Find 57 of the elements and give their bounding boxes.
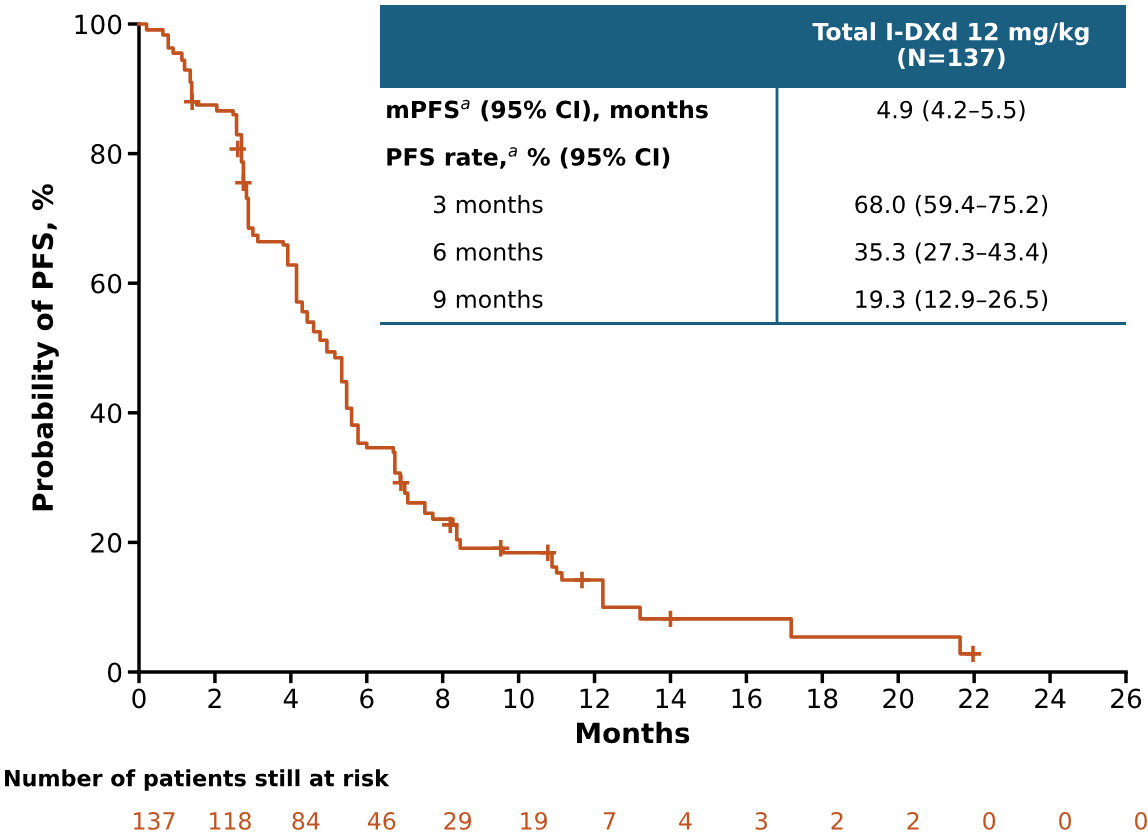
category-label: 9 months xyxy=(433,289,543,309)
x-tick-label: 8 xyxy=(436,688,450,709)
data-label: 3 xyxy=(755,811,767,830)
x-tick-label: 16 xyxy=(732,688,762,709)
point xyxy=(227,139,248,160)
text: 68.0 (59.4–75.2) xyxy=(855,195,1048,217)
point xyxy=(571,569,593,591)
category-label: mPFS$^{a}$ (95% CI), months xyxy=(387,99,708,122)
data-label: 46 xyxy=(367,811,396,830)
x-tick-label: 24 xyxy=(1035,688,1066,709)
x-tick-label: 14 xyxy=(656,688,686,709)
data-label: 118 xyxy=(209,811,251,830)
point xyxy=(537,542,558,563)
x-tick-label: 10 xyxy=(504,688,534,709)
text: 4.9 (4.2–5.5) xyxy=(877,100,1025,122)
data-label: 0 xyxy=(1059,811,1072,830)
category-label: PFS rate,$^{a}$ % (95% CI) xyxy=(387,147,670,169)
data-label: 2 xyxy=(907,811,919,830)
x-tick-label: 26 xyxy=(1111,688,1142,709)
x-tick-label: 18 xyxy=(808,688,838,709)
point xyxy=(182,91,203,112)
data-label: 0 xyxy=(1135,811,1147,830)
point xyxy=(660,608,681,629)
y-tick-label: 40 xyxy=(90,403,122,424)
category-label: 3 months xyxy=(434,195,543,214)
text: Number of patients still at risk xyxy=(5,769,390,791)
data-label: 7 xyxy=(603,812,616,830)
data-label: 29 xyxy=(444,811,472,830)
point xyxy=(390,472,411,493)
x-tick-label: 2 xyxy=(208,688,221,709)
x-tick-label: 20 xyxy=(883,688,914,709)
y-tick-label: 100 xyxy=(75,14,122,35)
y-tick-label: 20 xyxy=(91,532,122,553)
x-tick-label: 22 xyxy=(959,688,989,709)
x-tick-label: 6 xyxy=(360,688,374,709)
data-label: 19 xyxy=(521,811,547,830)
text: 19.3 (12.9–26.5) xyxy=(856,289,1048,311)
point xyxy=(962,643,984,664)
point xyxy=(490,538,511,559)
y-tick-label: 60 xyxy=(91,273,122,294)
data-label: 0 xyxy=(983,811,996,830)
x-tick-label: 0 xyxy=(132,688,146,709)
point xyxy=(440,514,461,535)
x-tick-label: 4 xyxy=(283,688,298,709)
data-label: 84 xyxy=(292,811,320,830)
data-label: 137 xyxy=(134,811,175,830)
x-axis-title: Months xyxy=(577,721,690,744)
text: Total I-DXd 12 mg/kg (N=137) xyxy=(812,22,1089,69)
y-tick-label: 0 xyxy=(107,662,122,683)
text: 35.3 (27.3–43.4) xyxy=(855,242,1048,264)
data-label: 4 xyxy=(679,812,692,830)
data-label: 2 xyxy=(831,811,843,830)
x-tick-label: 12 xyxy=(580,688,609,709)
y-tick-label: 80 xyxy=(91,144,122,164)
y-axis-title: Probability of PFS, % xyxy=(31,184,59,511)
point xyxy=(233,172,254,193)
category-label: 6 months xyxy=(433,242,543,261)
